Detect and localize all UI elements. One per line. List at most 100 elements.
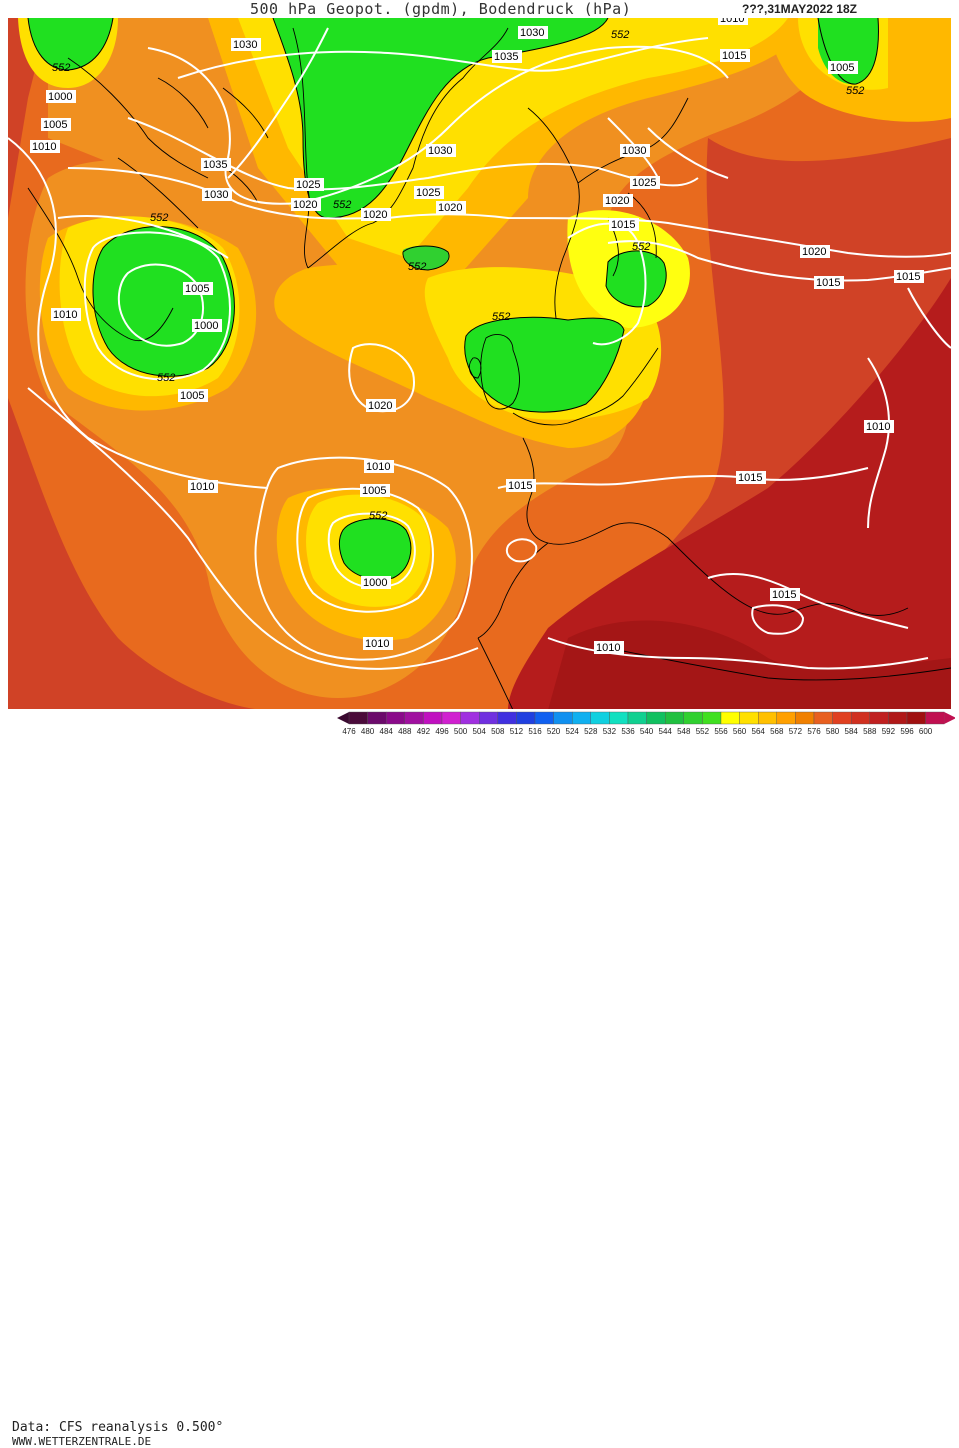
isobar-1010-east [867,357,890,529]
isobar-label: 1005 [185,283,209,295]
legend-tick-label: 536 [621,727,635,736]
legend-tick-label: 528 [584,727,598,736]
isobar-1025 [127,117,699,191]
isobar-label: 1015 [722,50,746,62]
legend-swatch [888,711,908,725]
legend-arrow-right [944,712,955,724]
geopotential-label-group: 552 552 552 552 552 552 552 552 552 552 [52,29,864,522]
geopotential-label: 552 [611,29,629,41]
isobar-label: 1005 [830,62,854,74]
isobar-label: 1025 [632,177,656,189]
legend-tick-label: 488 [398,727,412,736]
isobar-1010-southwest [27,387,479,670]
geopotential-label: 552 [369,510,387,522]
isobar-label: 1030 [204,189,228,201]
legend-swatch [758,711,778,725]
geopotential-label: 552 [492,311,510,323]
green-low-atlantic [339,518,411,580]
isobar-label: 1015 [816,277,840,289]
legend-tick-label: 480 [361,727,375,736]
isobar-label: 1000 [48,91,72,103]
legend-swatch [720,711,740,725]
geopotential-label: 552 [52,62,70,74]
legend-swatch [441,711,461,725]
isobar-label: 1000 [363,577,387,589]
legend-tick-label: 556 [714,727,728,736]
legend-swatch [367,711,387,725]
legend-swatch [386,711,406,725]
legend-swatch [478,711,498,725]
geopotential-label: 552 [632,241,650,253]
legend-swatch [646,711,666,725]
geopotential-label: 552 [333,199,351,211]
legend-swatches [337,711,955,725]
website-label: WWW.WETTERZENTRALE.DE [12,1435,152,1448]
legend-swatch [404,711,424,725]
legend-tick-label: 476 [342,727,356,736]
isobar-1010-atlantic [254,456,473,661]
legend-ticks: 476 480 484 488 492 496 500 504 508 512 516 520 524 5… [342,727,932,736]
deep-red-region-southeast [508,278,951,710]
legend-tick-label: 596 [900,727,914,736]
geopotential-label: 552 [846,85,864,97]
legend-tick-label: 492 [417,727,431,736]
isobar-label: 1035 [494,51,518,63]
legend-tick-label: 540 [640,727,654,736]
isobar-label: 1030 [520,27,544,39]
green-low-labrador [92,226,235,377]
legend-swatch [348,711,368,725]
legend-tick-label: 548 [677,727,691,736]
isobar-1015-east [907,287,951,349]
geopotential-label: 552 [157,372,175,384]
legend-tick-label: 504 [473,727,487,736]
isobar-label: 1000 [194,320,218,332]
legend-tick-label: 580 [826,727,840,736]
legend-swatch [516,711,536,725]
isobar-label: 1030 [428,145,452,157]
legend-swatch [776,711,796,725]
legend-swatch [869,711,889,725]
dark-red-region-sahara [548,620,951,710]
warm-red-region-southwest [8,398,268,710]
legend-swatch [665,711,685,725]
legend-tick-label: 572 [789,727,803,736]
isobar-1005-labrador [83,231,231,381]
geopotential-label: 552 [150,212,168,224]
color-legend: 476 480 484 488 492 496 500 504 508 512 516 520 524 5… [337,711,955,736]
isobar-label: 1015 [772,589,796,601]
isobar-label: 1020 [363,209,387,221]
isobar-1030-north [147,45,729,205]
isobar-1020-scandinavia [567,222,647,346]
legend-swatch [925,711,945,725]
legend-tick-label: 588 [863,727,877,736]
legend-swatch [609,711,629,725]
isobar-label: 1010 [866,421,890,433]
legend-swatch [497,711,517,725]
legend-tick-label: 544 [659,727,673,736]
green-low-baltic [606,250,667,307]
isobar-label: 1005 [43,119,67,131]
coastlines [27,27,951,710]
isobar-label: 1025 [296,179,320,191]
isobar-label: 1005 [362,485,386,497]
legend-swatch [832,711,852,725]
isobar-label: 1015 [896,271,920,283]
legend-tick-label: 576 [807,727,821,736]
isobar-label: 1020 [605,195,629,207]
legend-tick-label: 484 [380,727,394,736]
legend-swatch [590,711,610,725]
legend-tick-label: 496 [435,727,449,736]
isobar-1020-atlantic [348,343,415,413]
isobar-1035-north [177,37,709,79]
isobar-label: 1015 [738,472,762,484]
labrador-coast [27,57,209,342]
isobar-label: 1035 [203,159,227,171]
legend-tick-label: 520 [547,727,561,736]
britain-coast [468,334,520,410]
header-bar: 500 hPa Geopot. (gpdm), Bodendruck (hPa)… [0,0,959,20]
isobar-label: 1005 [180,390,204,402]
legend-arrow-left [337,712,349,724]
data-source-label: Data: CFS reanalysis 0.500° [12,1420,224,1435]
map-date: ???,31MAY2022 18Z [742,2,857,16]
legend-swatch [795,711,815,725]
